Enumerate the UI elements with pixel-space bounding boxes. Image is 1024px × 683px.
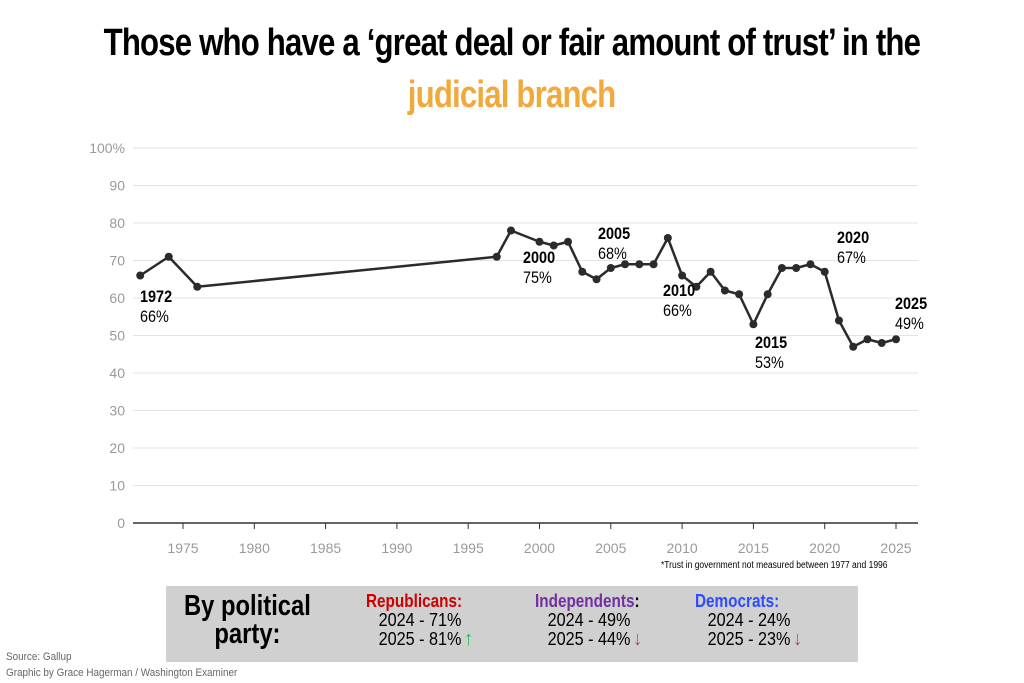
y-tick-label: 90 bbox=[109, 178, 125, 194]
x-tick-label: 2000 bbox=[524, 540, 555, 556]
y-tick-label: 100% bbox=[89, 140, 125, 156]
x-tick-label: 2005 bbox=[595, 540, 626, 556]
data-point bbox=[136, 271, 145, 280]
credit: Graphic by Grace Hagerman / Washington E… bbox=[6, 667, 238, 679]
party-democrats: Democrats: 2024 - 24% 2025 - 23% ↓ bbox=[695, 591, 803, 650]
arrow-down-icon: ↓ bbox=[793, 628, 803, 650]
party-independents: Independents: 2024 - 49% 2025 - 44% ↓ bbox=[535, 591, 643, 650]
data-point bbox=[806, 260, 815, 269]
data-point bbox=[649, 260, 658, 269]
data-point bbox=[635, 260, 644, 269]
party-republicans: Republicans: 2024 - 71% 2025 - 81% ↑ bbox=[366, 591, 474, 650]
legend-title: By political party: bbox=[184, 590, 311, 650]
annotation-value: 68% bbox=[598, 245, 627, 263]
x-tick-label: 2010 bbox=[667, 540, 698, 556]
footnote: *Trust in government not measured betwee… bbox=[661, 560, 888, 571]
data-point bbox=[863, 335, 872, 344]
data-point bbox=[506, 226, 515, 235]
data-point bbox=[549, 241, 558, 250]
data-point bbox=[692, 282, 701, 291]
data-point bbox=[606, 264, 615, 272]
source: Source: Gallup bbox=[6, 651, 72, 663]
data-point bbox=[678, 271, 687, 280]
x-tick-label: 1985 bbox=[310, 540, 341, 556]
party-legend: By political party: Republicans: 2024 - 7… bbox=[166, 586, 858, 662]
annotation-year: 2025 bbox=[895, 295, 927, 313]
x-tick-label: 1975 bbox=[167, 540, 198, 556]
annotation-year: 2000 bbox=[523, 249, 555, 267]
data-line bbox=[139, 229, 897, 348]
data-point bbox=[535, 237, 544, 246]
data-point bbox=[820, 267, 829, 276]
y-tick-label: 30 bbox=[109, 403, 125, 419]
annotation-year: 2015 bbox=[755, 334, 787, 352]
data-point bbox=[892, 335, 900, 344]
y-tick-label: 20 bbox=[109, 440, 125, 456]
data-point bbox=[834, 316, 843, 325]
data-point bbox=[564, 237, 573, 246]
data-point bbox=[592, 275, 601, 284]
annotation-value: 66% bbox=[140, 308, 169, 326]
data-point bbox=[663, 234, 672, 242]
annotation-year: 2020 bbox=[837, 229, 869, 247]
annotation-value: 75% bbox=[523, 269, 552, 287]
data-point bbox=[193, 282, 202, 291]
y-tick-label: 70 bbox=[109, 253, 125, 269]
arrow-down-icon: ↓ bbox=[633, 628, 643, 650]
data-point bbox=[720, 286, 729, 295]
x-tick-label: 1995 bbox=[453, 540, 484, 556]
chart-title-accent: judicial branch bbox=[408, 74, 616, 116]
x-tick-label: 2015 bbox=[738, 540, 769, 556]
data-point bbox=[492, 252, 501, 261]
y-tick-label: 0 bbox=[117, 515, 125, 531]
chart-title: Those who have a ‘great deal or fair amo… bbox=[103, 22, 921, 64]
data-point bbox=[877, 339, 886, 347]
x-tick-label: 1980 bbox=[239, 540, 270, 556]
x-tick-label: 2025 bbox=[880, 540, 911, 556]
annotation-year: 2010 bbox=[663, 282, 695, 300]
data-point bbox=[706, 267, 715, 276]
annotation-year: 2005 bbox=[598, 225, 630, 243]
data-point bbox=[849, 342, 858, 351]
annotation-value: 66% bbox=[663, 302, 692, 320]
y-tick-label: 80 bbox=[109, 215, 125, 231]
data-point bbox=[749, 320, 758, 329]
data-point bbox=[621, 260, 630, 269]
annotation-value: 53% bbox=[755, 354, 784, 372]
data-point bbox=[777, 264, 786, 272]
arrow-up-icon: ↑ bbox=[464, 628, 474, 650]
data-point bbox=[578, 267, 587, 276]
y-tick-label: 10 bbox=[109, 478, 125, 494]
data-point bbox=[164, 252, 173, 261]
data-point bbox=[792, 264, 801, 272]
annotation-value: 67% bbox=[837, 249, 866, 267]
annotation-year: 1972 bbox=[140, 288, 172, 306]
data-point bbox=[763, 290, 772, 299]
y-tick-label: 50 bbox=[109, 328, 125, 344]
y-tick-label: 40 bbox=[109, 365, 125, 381]
annotation-value: 49% bbox=[895, 315, 924, 333]
data-point bbox=[735, 290, 744, 299]
x-tick-label: 1990 bbox=[381, 540, 412, 556]
x-tick-label: 2020 bbox=[809, 540, 840, 556]
y-tick-label: 60 bbox=[109, 290, 125, 306]
